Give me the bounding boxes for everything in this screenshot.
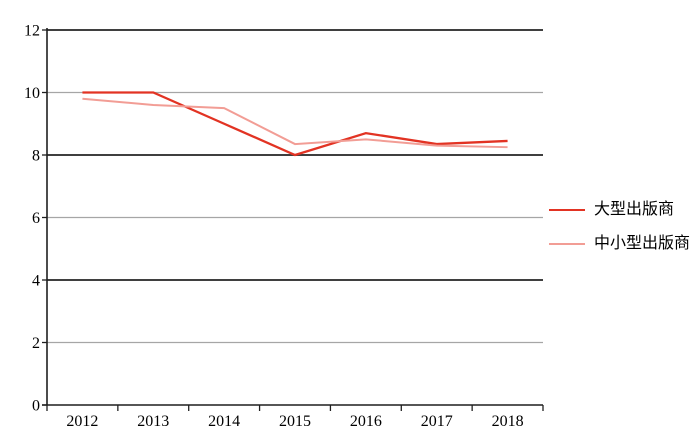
legend: 大型出版商 中小型出版商 [549, 193, 690, 261]
legend-item-large-publishers: 大型出版商 [549, 193, 690, 227]
y-axis-label: 8 [32, 148, 40, 165]
x-axis-label: 2016 [350, 413, 382, 430]
series-line-1 [82, 97, 508, 149]
x-axis-label: 2015 [279, 413, 311, 430]
y-axis-label: 0 [32, 398, 40, 415]
x-axis-label: 2017 [421, 413, 453, 430]
y-axis-label: 4 [32, 273, 40, 290]
x-axis-label: 2014 [208, 413, 240, 430]
x-axis-label: 2012 [66, 413, 98, 430]
y-axis-label: 6 [32, 210, 40, 227]
y-axis-label: 12 [24, 23, 40, 40]
y-axis-label: 10 [24, 85, 40, 102]
y-axis-label: 2 [32, 335, 40, 352]
legend-label-small-medium-publishers: 中小型出版商 [594, 235, 691, 252]
legend-label-large-publishers: 大型出版商 [594, 201, 675, 218]
legend-line-swatch-large-publishers [549, 209, 585, 211]
series-line-0 [82, 91, 508, 157]
legend-item-small-medium-publishers: 中小型出版商 [549, 227, 690, 261]
legend-line-swatch-small-medium-publishers [549, 243, 585, 245]
x-axis-label: 2013 [137, 413, 169, 430]
x-axis-label: 2018 [492, 413, 524, 430]
